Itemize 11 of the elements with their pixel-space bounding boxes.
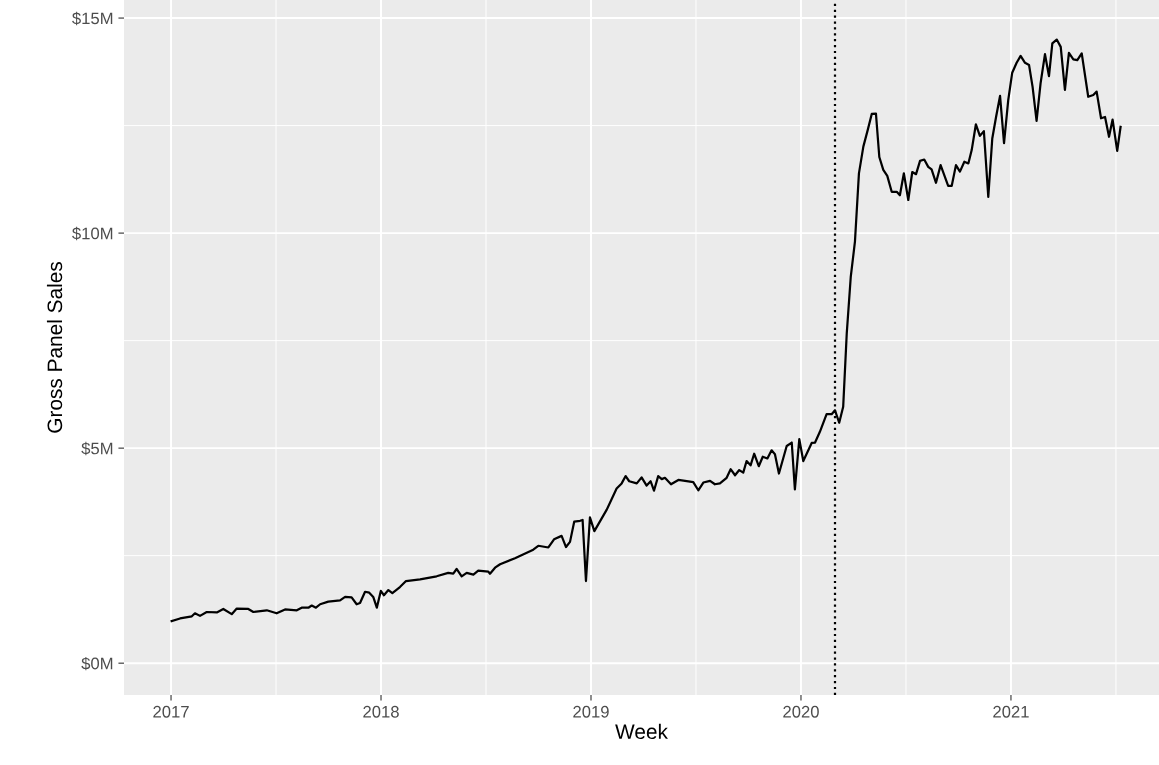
x-tick-label: 2018 xyxy=(363,705,399,718)
y-axis-title: Gross Panel Sales xyxy=(46,261,63,433)
y-tick-label: $5M xyxy=(81,441,113,456)
y-tick-label: $10M xyxy=(72,226,113,241)
y-tick-label: $0M xyxy=(81,656,113,671)
x-tick-label: 2019 xyxy=(573,705,609,718)
x-tick-label: 2021 xyxy=(993,705,1029,718)
x-tick-label: 2020 xyxy=(783,705,819,718)
x-tick-label: 2017 xyxy=(153,705,189,718)
x-axis-title: Week xyxy=(615,723,668,740)
y-tick-label: $15M xyxy=(72,11,113,26)
